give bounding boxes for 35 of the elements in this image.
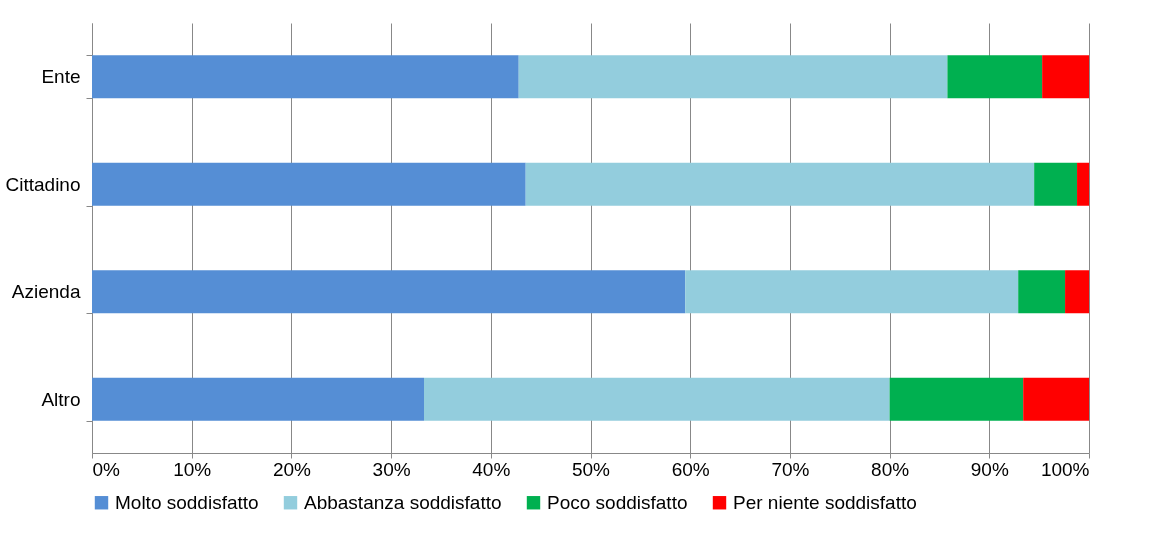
legend-label: Per niente soddisfatto [733,491,917,513]
x-tick-label: 60% [671,458,710,480]
bar [889,377,1024,421]
y-tick-label: Azienda [11,281,81,303]
y-tick-label: Altro [41,388,81,410]
x-tick-label: 10% [173,458,212,480]
bar [1034,162,1078,206]
bar [947,55,1043,99]
x-tick-label: 100% [1040,458,1090,480]
x-tick-label: 80% [871,458,910,480]
bar [92,55,519,99]
y-tick-label: Cittadino [5,173,81,195]
x-tick-label: 50% [571,458,611,480]
bar [1077,162,1089,206]
x-tick-label: 70% [771,458,810,480]
legend-label: Abbastanza soddisfatto [304,491,502,513]
legend-label: Poco soddisfatto [547,491,688,513]
bar [525,162,1035,206]
bar [1023,377,1089,421]
legend-label: Molto soddisfatto [115,491,259,513]
x-tick-label: 0% [92,458,121,480]
y-tick-label: Ente [41,66,81,88]
x-tick-label: 90% [970,458,1009,480]
bar [92,270,686,314]
bar [1042,55,1089,99]
x-tick-label: 30% [372,458,411,480]
bar [92,377,424,421]
bar [1018,270,1066,314]
x-tick-label: 20% [272,458,312,480]
bar [92,162,526,206]
x-tick-label: 40% [472,458,511,480]
bar [518,55,948,99]
bar [1065,270,1089,314]
bar [424,377,890,421]
bar [685,270,1019,314]
